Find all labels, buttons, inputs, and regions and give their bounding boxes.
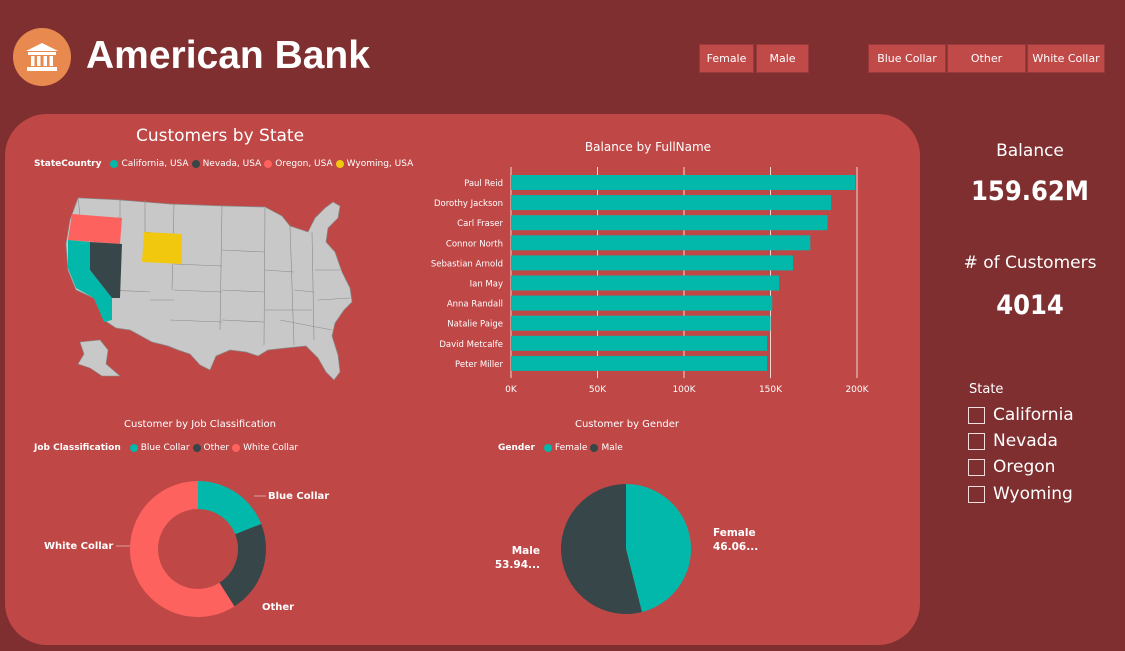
california-region[interactable] <box>68 240 112 322</box>
y-category-label: Connor North <box>446 239 503 249</box>
pie-slice-label: 46.06... <box>713 541 758 553</box>
legend-item-other[interactable]: Other <box>190 443 229 453</box>
donut-chart[interactable]: Blue Collar Other White Collar <box>30 470 350 630</box>
pie-legend: Gender Female Male <box>498 443 623 453</box>
bar[interactable] <box>511 215 828 231</box>
state-option-oregon[interactable]: Oregon <box>968 457 1055 477</box>
pie-slice-label: 53.94... <box>495 559 540 571</box>
donut-legend-title: Job Classification <box>34 443 121 453</box>
pie-slice[interactable] <box>561 484 642 614</box>
y-category-label: Natalie Paige <box>447 320 503 330</box>
checkbox[interactable] <box>968 458 985 476</box>
legend-item-california[interactable]: California, USA <box>107 159 189 169</box>
donut-legend: Job Classification Blue Collar Other Whi… <box>34 443 298 453</box>
nevada-region[interactable] <box>90 242 122 298</box>
pie-slice-label: Male <box>512 545 540 557</box>
donut-chart-title: Customer by Job Classification <box>124 419 276 430</box>
bank-logo-icon <box>13 28 71 86</box>
donut-slice-label: Blue Collar <box>268 491 329 502</box>
y-category-label: Dorothy Jackson <box>434 199 503 209</box>
state-option-nevada[interactable]: Nevada <box>968 431 1058 451</box>
customers-label: # of Customers <box>963 253 1097 273</box>
map-legend-title: StateCountry <box>34 159 102 169</box>
legend-item-oregon[interactable]: Oregon, USA <box>261 159 333 169</box>
map-title: Customers by State <box>135 126 305 146</box>
checkbox[interactable] <box>968 485 985 503</box>
alaska-region <box>77 339 121 377</box>
bar[interactable] <box>511 295 773 311</box>
bar-chart[interactable]: 0K 50K 100K 150K 200K Paul Reid Dorothy Jackso… <box>410 165 890 397</box>
y-category-label: Sebastian Arnold <box>431 259 503 269</box>
bar[interactable] <box>511 255 793 271</box>
legend-item-female[interactable]: Female <box>541 443 587 453</box>
y-category-label: David Metcalfe <box>439 340 503 350</box>
job-button-other[interactable]: Other <box>947 44 1026 73</box>
bank-building-icon <box>26 43 58 71</box>
legend-item-male[interactable]: Male <box>587 443 623 453</box>
state-option-california[interactable]: California <box>968 405 1074 425</box>
pie-legend-title: Gender <box>498 443 535 453</box>
y-category-label: Paul Reid <box>464 179 503 189</box>
y-category-label: Peter Miller <box>455 360 503 370</box>
app-title: American Bank <box>86 34 370 77</box>
bar[interactable] <box>511 275 780 291</box>
customers-value: 4014 <box>996 290 1064 321</box>
x-tick-label: 200K <box>845 385 869 395</box>
state-slicer-title: State <box>969 382 1004 397</box>
bar[interactable] <box>511 235 811 251</box>
legend-item-blue-collar[interactable]: Blue Collar <box>127 443 190 453</box>
bar[interactable] <box>511 175 856 190</box>
wyoming-region[interactable] <box>142 232 182 264</box>
gender-button-female[interactable]: Female <box>699 44 754 73</box>
x-tick-label: 0K <box>505 385 518 395</box>
legend-item-wyoming[interactable]: Wyoming, USA <box>333 159 413 169</box>
y-category-label: Ian May <box>470 280 503 290</box>
balance-value: 159.62M <box>971 176 1089 207</box>
legend-item-white-collar[interactable]: White Collar <box>229 443 298 453</box>
map-legend: StateCountry California, USA Nevada, USA… <box>34 159 413 169</box>
legend-item-nevada[interactable]: Nevada, USA <box>189 159 261 169</box>
checkbox[interactable] <box>968 432 985 450</box>
us-landmass <box>65 197 353 381</box>
pie-chart[interactable]: Female 46.06... Male 53.94... <box>480 470 780 630</box>
job-button-white-collar[interactable]: White Collar <box>1027 44 1105 73</box>
job-button-blue-collar[interactable]: Blue Collar <box>868 44 946 73</box>
gender-button-male[interactable]: Male <box>756 44 809 73</box>
pie-slice[interactable] <box>626 484 692 613</box>
donut-slice[interactable] <box>219 523 266 607</box>
donut-slice[interactable] <box>198 481 262 535</box>
balance-label: Balance <box>996 141 1064 161</box>
y-category-label: Anna Randall <box>447 300 503 310</box>
donut-slice-label: White Collar <box>44 541 113 552</box>
oregon-region[interactable] <box>68 214 122 244</box>
bar[interactable] <box>511 335 768 351</box>
checkbox[interactable] <box>968 406 985 424</box>
x-tick-label: 50K <box>589 385 607 395</box>
pie-chart-title: Customer by Gender <box>574 419 680 430</box>
bar-chart-title: Balance by FullName <box>584 140 712 154</box>
x-tick-label: 150K <box>759 385 783 395</box>
y-category-label: Carl Fraser <box>457 219 503 229</box>
usa-map[interactable] <box>50 180 390 395</box>
state-option-wyoming[interactable]: Wyoming <box>968 484 1073 504</box>
pie-slice-label: Female <box>713 527 756 539</box>
bar[interactable] <box>511 315 771 331</box>
donut-slice[interactable] <box>129 481 235 617</box>
bar[interactable] <box>511 195 832 211</box>
bar[interactable] <box>511 355 768 371</box>
donut-slice-label: Other <box>262 602 294 613</box>
x-tick-label: 100K <box>672 385 696 395</box>
